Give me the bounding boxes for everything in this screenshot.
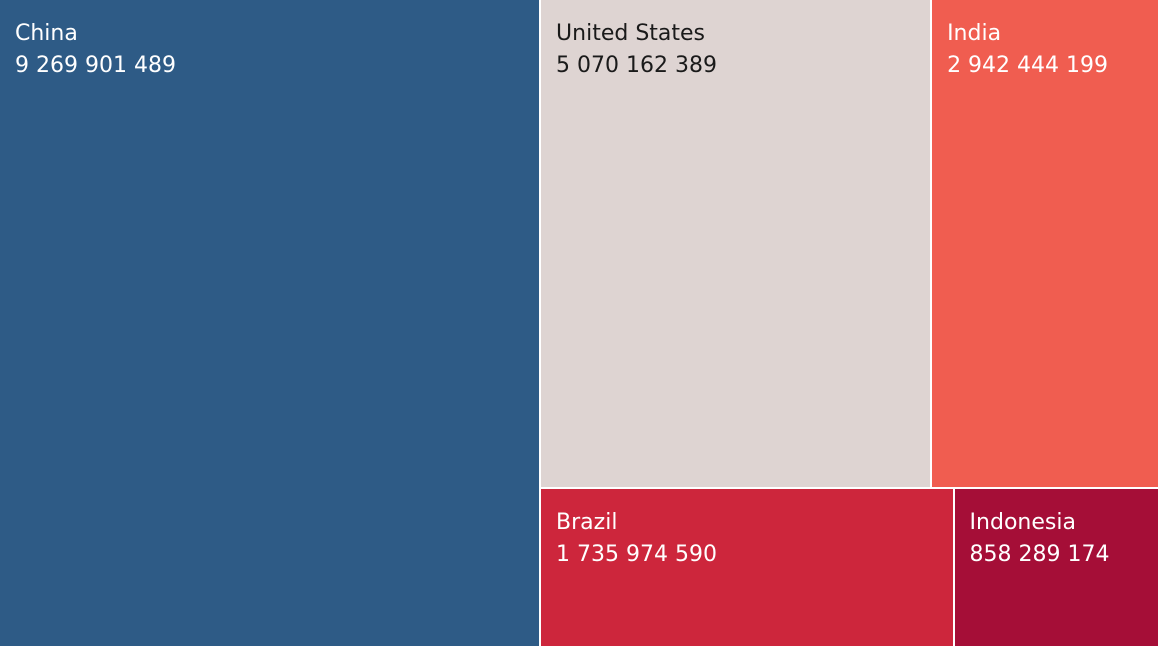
treemap-tile-india: India 2 942 444 199: [932, 0, 1158, 487]
tile-value-china: 9 269 901 489: [15, 53, 176, 78]
tile-label-brazil: Brazil: [556, 509, 618, 535]
tile-label-united-states: United States: [556, 21, 706, 46]
treemap-tile-china: China 9 269 901 489: [0, 0, 540, 646]
tile-value-united-states: 5 070 162 389: [556, 53, 717, 78]
treemap-tile-indonesia: Indonesia 858 289 174: [954, 488, 1158, 646]
tile-label-india: India: [947, 21, 1002, 46]
treemap-tile-united-states: United States 5 070 162 389: [541, 0, 931, 487]
tile-value-india: 2 942 444 199: [947, 53, 1109, 78]
tile-value-indonesia: 858 289 174: [969, 541, 1110, 567]
tile-label-china: China: [15, 21, 78, 46]
tile-label-indonesia: Indonesia: [969, 509, 1076, 535]
tile-value-brazil: 1 735 974 590: [556, 541, 717, 567]
treemap-tile-brazil: Brazil 1 735 974 590: [541, 488, 953, 646]
